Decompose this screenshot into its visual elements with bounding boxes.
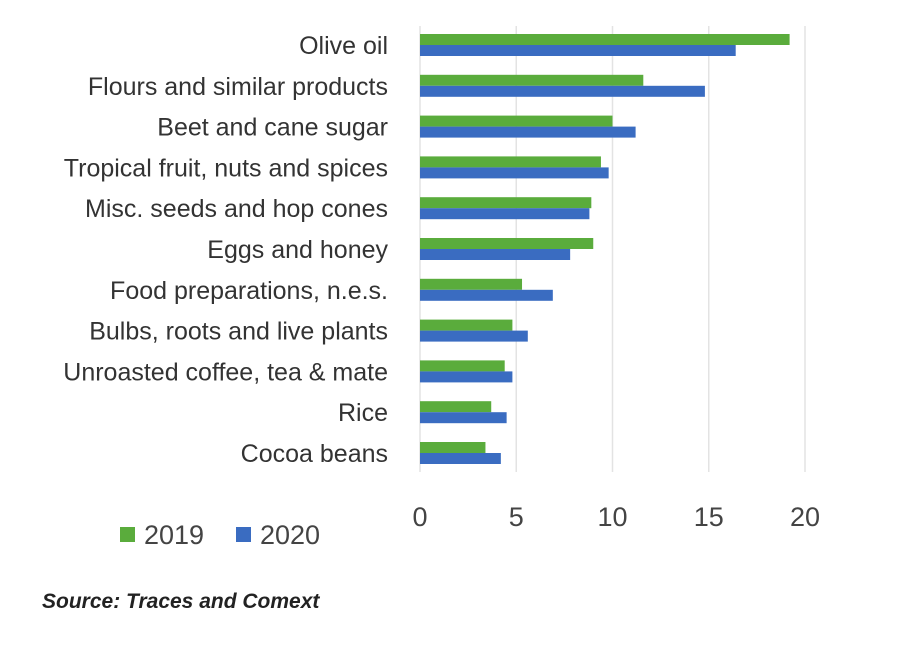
category-label-8: Unroasted coffee, tea & mate <box>63 358 388 386</box>
bars <box>420 34 790 464</box>
category-label-10: Cocoa beans <box>241 440 388 468</box>
category-label-2: Beet and cane sugar <box>157 114 388 142</box>
bar-2019-3 <box>420 156 601 168</box>
legend: 2019 2020 <box>120 520 320 550</box>
legend-swatch-2019 <box>120 527 135 542</box>
bar-2020-5 <box>420 249 571 260</box>
bar-2020-4 <box>420 208 590 220</box>
x-tick-label-0: 0 <box>412 502 427 532</box>
legend-swatch-2020 <box>236 527 251 542</box>
bar-2019-6 <box>420 278 523 290</box>
bar-2020-3 <box>420 167 609 179</box>
bar-2020-7 <box>420 330 528 342</box>
category-label-6: Food preparations, n.e.s. <box>110 277 388 305</box>
x-tick-label-3: 15 <box>694 502 724 532</box>
x-tick-label-4: 20 <box>790 502 820 532</box>
bar-2019-9 <box>420 401 492 413</box>
bar-2020-2 <box>420 126 636 138</box>
category-label-7: Bulbs, roots and live plants <box>89 318 388 346</box>
bar-2019-2 <box>420 115 613 127</box>
bar-2020-0 <box>420 45 736 56</box>
category-label-9: Rice <box>338 399 388 427</box>
category-labels: Olive oil Flours and similar products Beet… <box>63 32 388 468</box>
legend-label-2019: 2019 <box>144 520 204 550</box>
bar-2019-10 <box>420 442 486 453</box>
bar-2019-1 <box>420 74 644 86</box>
bar-2019-8 <box>420 360 505 372</box>
category-label-0: Olive oil <box>299 32 388 60</box>
source-note: Source: Traces and Comext <box>42 590 320 613</box>
bar-2019-0 <box>420 34 790 45</box>
category-label-1: Flours and similar products <box>88 73 388 101</box>
bar-2020-9 <box>420 412 507 424</box>
bar-2019-5 <box>420 238 594 249</box>
bar-2020-10 <box>420 453 501 464</box>
bar-2020-6 <box>420 289 553 301</box>
bar-2019-4 <box>420 197 592 209</box>
x-axis-ticks: 0 5 10 15 20 <box>412 502 820 532</box>
category-label-5: Eggs and honey <box>207 236 388 264</box>
gridlines <box>419 26 806 472</box>
x-tick-label-1: 5 <box>509 502 524 532</box>
legend-label-2020: 2020 <box>260 520 320 550</box>
bar-2019-7 <box>420 319 513 331</box>
x-tick-label-2: 10 <box>597 502 627 532</box>
category-label-4: Misc. seeds and hop cones <box>85 195 388 223</box>
category-label-3: Tropical fruit, nuts and spices <box>64 154 388 182</box>
bar-2020-8 <box>420 371 513 383</box>
bar-2020-1 <box>420 85 705 97</box>
